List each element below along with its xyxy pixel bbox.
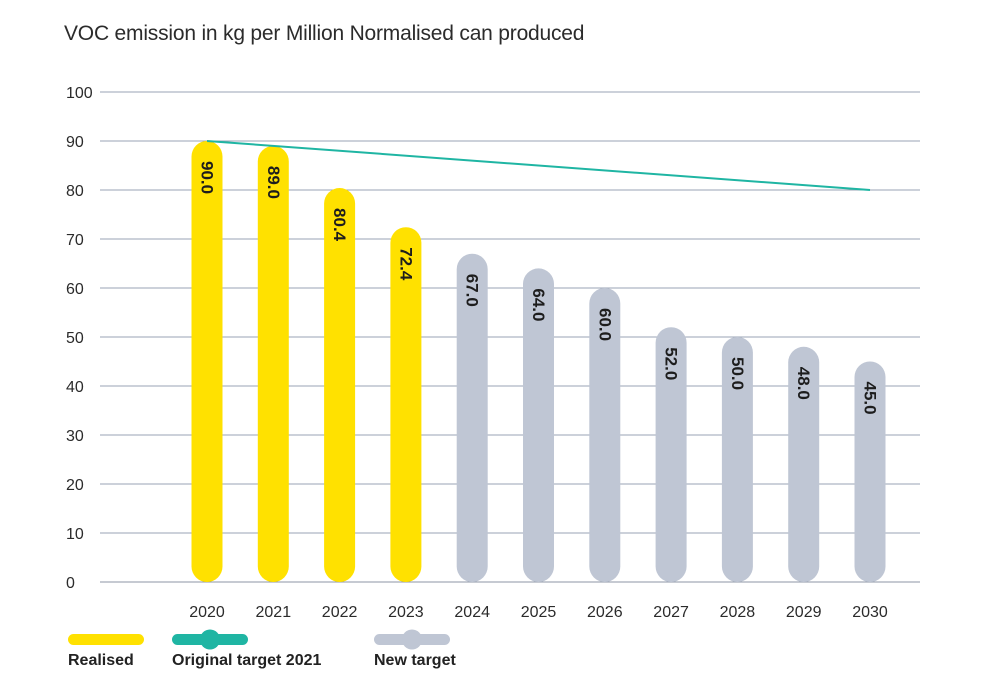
data-label: 80.4 xyxy=(330,208,349,242)
bar xyxy=(324,188,356,583)
bar xyxy=(390,227,422,583)
legend-realised: Realised xyxy=(68,628,148,670)
legend-label-original-target: Original target 2021 xyxy=(172,652,322,669)
x-tick-label: 2021 xyxy=(256,604,292,621)
data-label: 45.0 xyxy=(861,382,880,415)
data-label: 48.0 xyxy=(794,367,813,400)
target-line xyxy=(206,140,871,191)
legend-swatch-original-target xyxy=(172,628,252,650)
data-label: 89.0 xyxy=(264,166,283,199)
x-tick-label: 2020 xyxy=(189,604,225,621)
target-lines xyxy=(206,140,871,191)
bar xyxy=(788,346,820,582)
legend-label-realised: Realised xyxy=(68,652,134,669)
data-label: 60.0 xyxy=(595,308,614,341)
data-label: 50.0 xyxy=(728,357,747,390)
y-tick-label: 50 xyxy=(66,330,84,347)
x-tick-label: 2029 xyxy=(786,604,822,621)
legend-swatch-new-target xyxy=(374,628,454,650)
y-tick-label: 30 xyxy=(66,428,84,445)
x-tick-label: 2030 xyxy=(852,604,888,621)
y-tick-label: 0 xyxy=(66,575,75,592)
y-tick-label: 80 xyxy=(66,183,84,200)
grid-lines xyxy=(100,91,920,583)
y-tick-label: 90 xyxy=(66,134,84,151)
bar xyxy=(655,327,687,582)
bar xyxy=(191,141,223,582)
data-label: 90.0 xyxy=(198,161,217,194)
data-label: 67.0 xyxy=(463,274,482,307)
legend-label-new-target: New target xyxy=(374,652,456,669)
y-tick-label: 40 xyxy=(66,379,84,396)
bar xyxy=(854,361,886,582)
y-tick-label: 20 xyxy=(66,477,84,494)
y-axis-ticks: 0 10 20 30 40 50 60 70 80 90 100 xyxy=(66,85,93,592)
bar xyxy=(257,145,289,582)
data-label: 64.0 xyxy=(529,288,548,321)
bar xyxy=(523,268,554,582)
bars: 90.0 89.0 80.4 72.4 67.0 64.0 60.0 52.0 50.0 48.0… xyxy=(191,141,886,583)
x-tick-label: 2026 xyxy=(587,604,623,621)
y-tick-label: 10 xyxy=(66,526,84,543)
x-tick-label: 2022 xyxy=(322,604,358,621)
x-tick-label: 2025 xyxy=(521,604,557,621)
x-axis-ticks: 2020 2021 2022 2023 2024 2025 2026 2027 2028 2029… xyxy=(189,604,888,621)
y-tick-label: 100 xyxy=(66,85,93,102)
data-label: 72.4 xyxy=(396,247,415,281)
y-tick-label: 70 xyxy=(66,232,84,249)
bar xyxy=(721,337,753,582)
bar xyxy=(456,253,488,582)
legend-new-target: New target xyxy=(374,628,456,670)
chart-title: VOC emission in kg per Million Normalise… xyxy=(64,22,585,45)
x-tick-label: 2024 xyxy=(454,604,490,621)
y-tick-label: 60 xyxy=(66,281,84,298)
x-tick-label: 2027 xyxy=(653,604,689,621)
x-tick-label: 2023 xyxy=(388,604,424,621)
data-label: 52.0 xyxy=(662,347,681,380)
bar xyxy=(589,288,621,582)
legend-swatch-realised xyxy=(68,628,148,650)
legend-original-target: Original target 2021 xyxy=(172,628,321,670)
x-tick-label: 2028 xyxy=(720,604,756,621)
